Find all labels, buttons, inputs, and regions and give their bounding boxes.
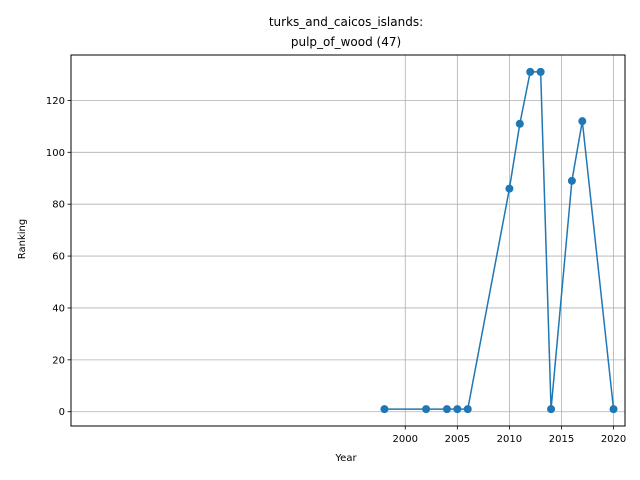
- data-point: [453, 405, 462, 414]
- y-tick-label: 120: [46, 96, 65, 107]
- y-tick-label: 20: [52, 355, 65, 366]
- y-tick-label: 100: [46, 148, 65, 159]
- data-point: [422, 405, 431, 414]
- y-tick-label: 60: [52, 252, 65, 263]
- data-point: [505, 184, 514, 193]
- data-point: [526, 67, 535, 76]
- data-point: [536, 67, 545, 76]
- x-tick-label: 2015: [549, 434, 574, 445]
- data-point: [380, 405, 389, 414]
- y-tick-label: 80: [52, 200, 65, 211]
- x-axis-title: Year: [334, 453, 357, 464]
- data-point: [578, 117, 587, 126]
- data-point: [547, 405, 556, 414]
- y-axis-title: Ranking: [17, 219, 28, 259]
- chart-title-line2: pulp_of_wood (47): [291, 35, 401, 49]
- x-tick-label: 2020: [601, 434, 626, 445]
- x-tick-label: 2000: [393, 434, 418, 445]
- y-tick-label: 0: [59, 407, 65, 418]
- y-tick-label: 40: [52, 303, 65, 314]
- series-layer: [380, 67, 618, 414]
- axis-ticks: 2000 2005 2010 2015 2020 0 20 40 60 80 100 120: [46, 96, 626, 445]
- data-point: [442, 405, 451, 414]
- data-point: [515, 119, 524, 128]
- chart-title-line1: turks_and_caicos_islands:: [269, 15, 423, 29]
- plot-frame: [70, 54, 626, 427]
- x-tick-label: 2005: [445, 434, 470, 445]
- data-point: [463, 405, 472, 414]
- data-point: [609, 405, 618, 414]
- data-point: [567, 176, 576, 185]
- x-tick-label: 2010: [497, 434, 522, 445]
- grid-lines: [71, 55, 625, 426]
